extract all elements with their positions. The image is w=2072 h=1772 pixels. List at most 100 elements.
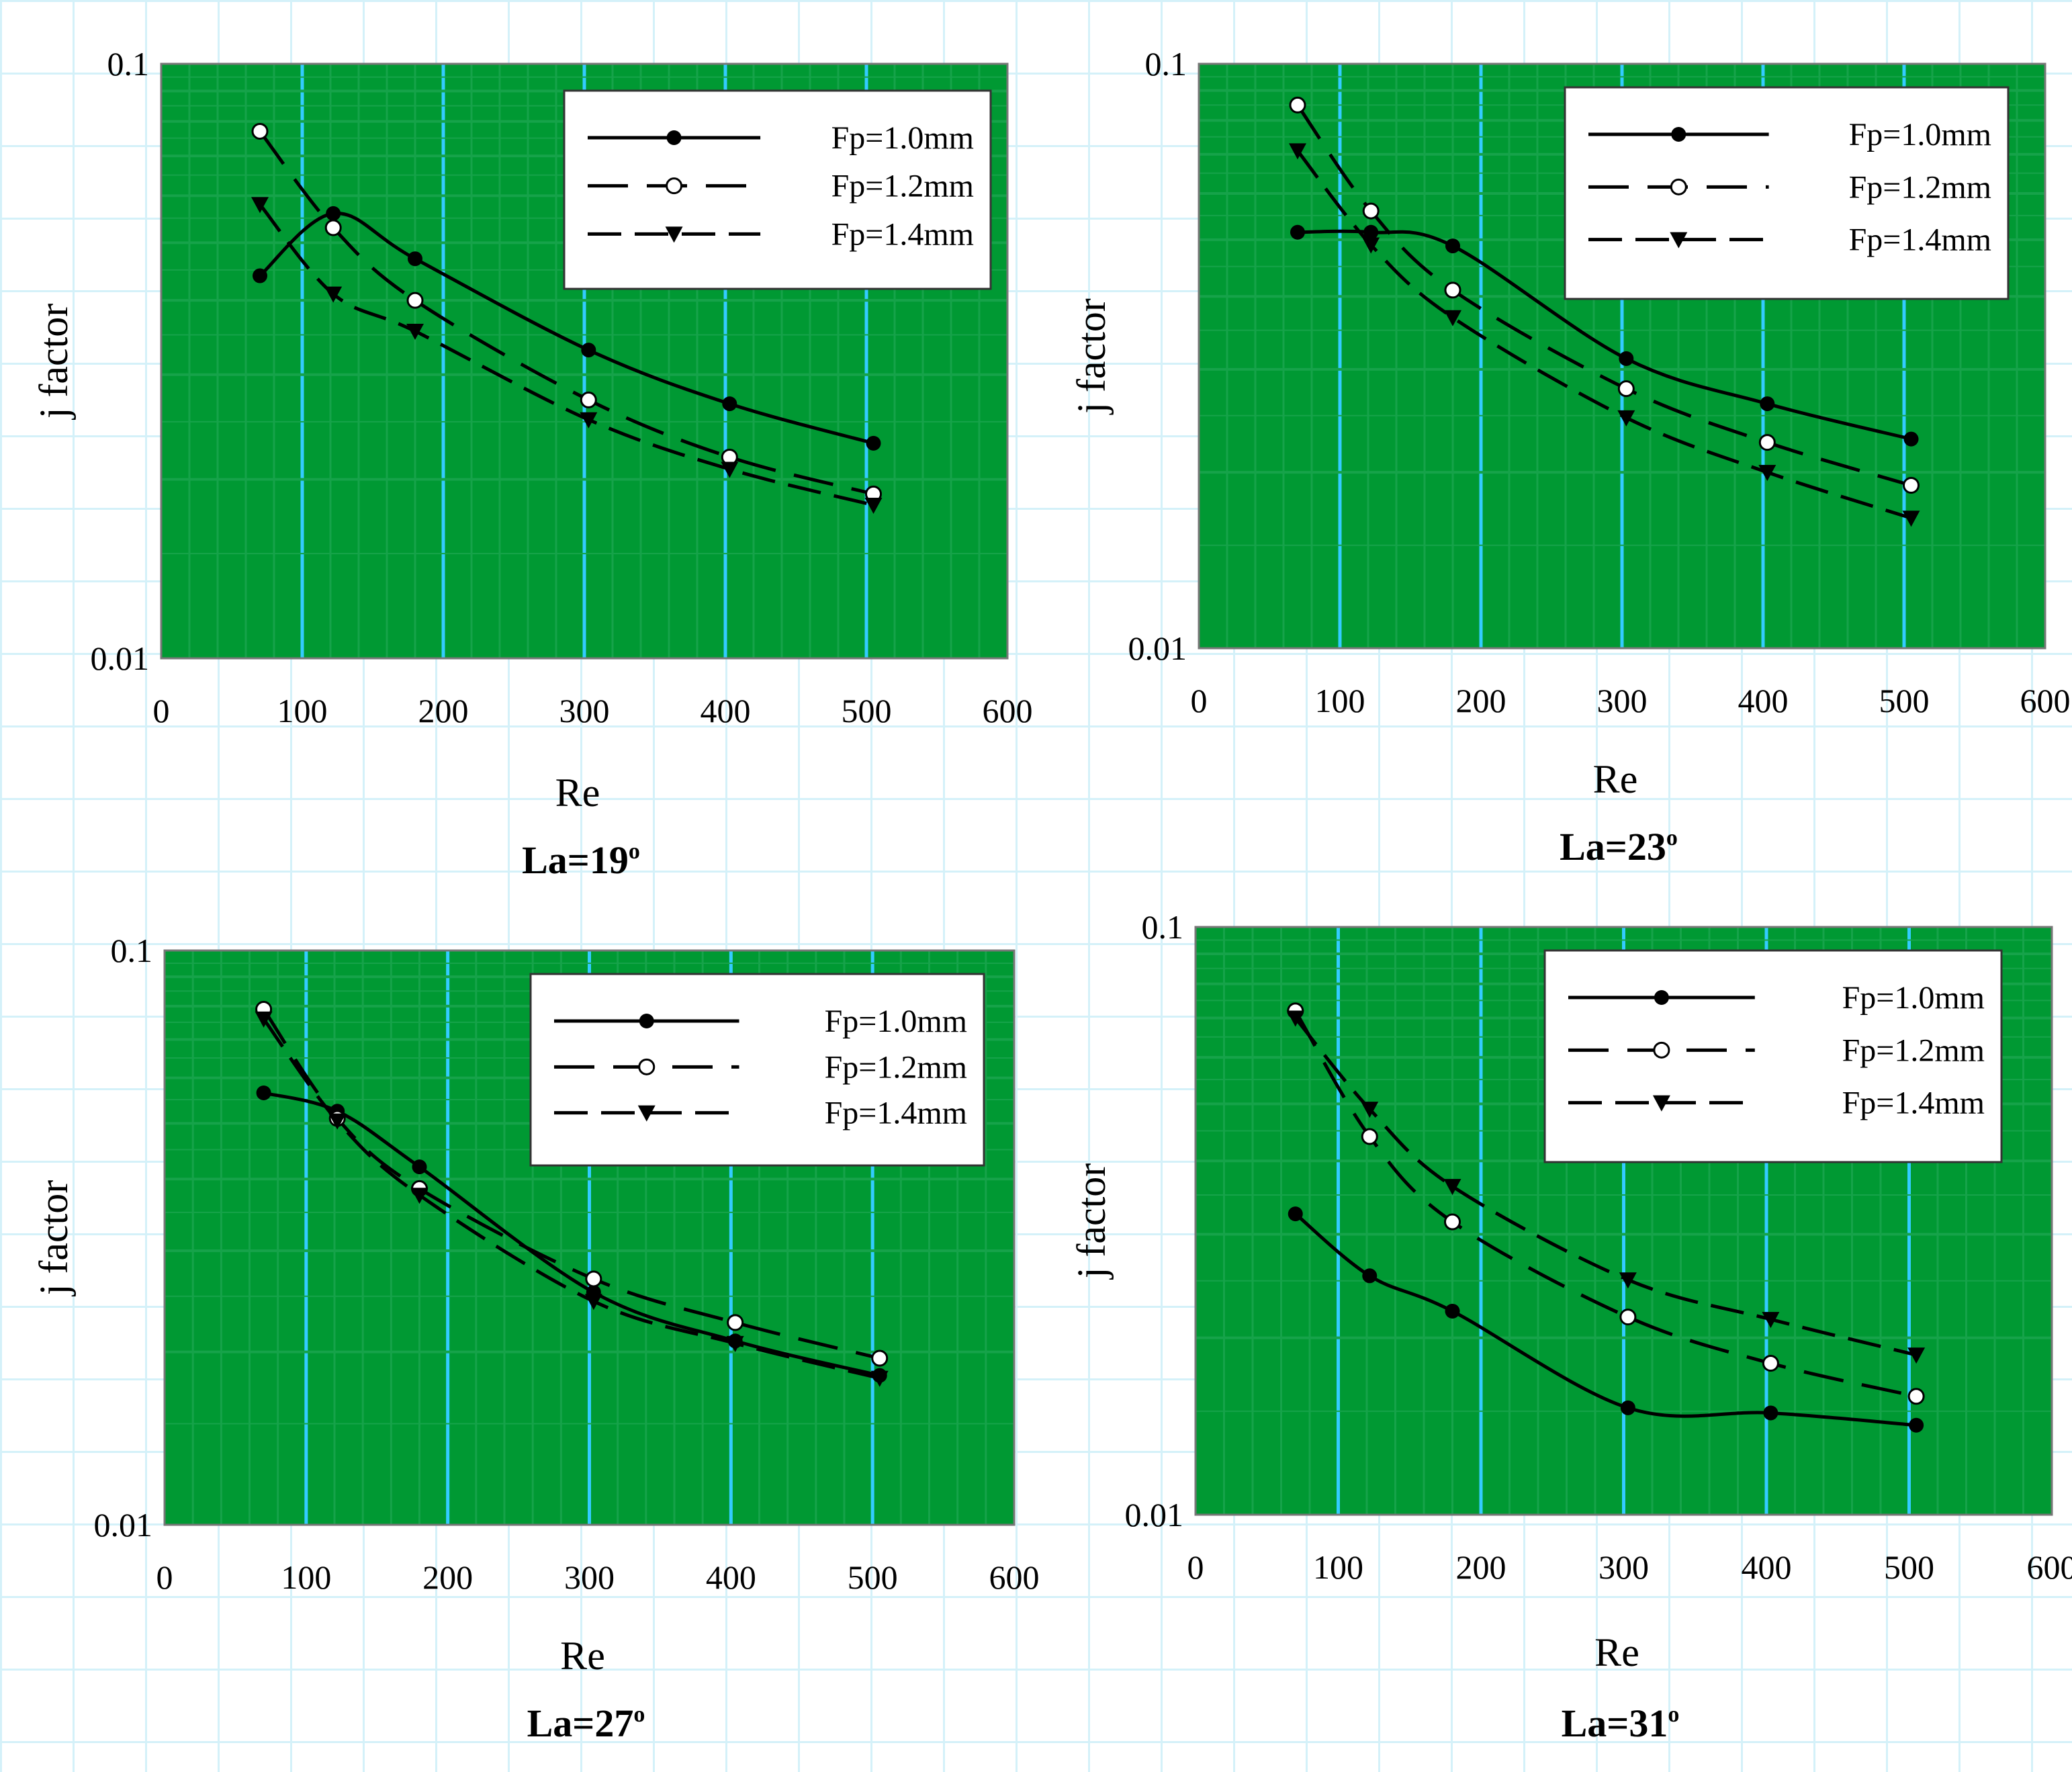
chart-la31: 0 100 200 300 400 500 600 0.01 0.1 Re j factor La=3… [1069, 908, 2072, 1745]
marker-open-circle [638, 1058, 656, 1075]
y-axis-label: j factor [32, 304, 76, 420]
x-tick-label: 600 [2020, 682, 2071, 719]
marker-triangle [406, 324, 424, 341]
marker-open-circle [406, 292, 424, 309]
marker-dot [1909, 1417, 1924, 1433]
marker-open-circle [1653, 1041, 1670, 1059]
x-tick-label: 200 [1456, 1548, 1506, 1586]
y-axis-label: j factor [32, 1180, 76, 1297]
marker-triangle [1907, 1347, 1926, 1364]
series-Fp=1.0mm [1288, 1206, 1924, 1433]
marker-triangle [1758, 465, 1776, 482]
y-axis-label: j factor [1069, 298, 1114, 415]
y-tick-label: 0.1 [107, 45, 150, 83]
marker-dot [666, 130, 682, 145]
panel-title: La=19o [522, 838, 640, 882]
marker-triangle [870, 1370, 889, 1387]
marker-triangle [1670, 232, 1688, 249]
marker-open-circle [1362, 202, 1380, 220]
x-tick-label: 200 [418, 692, 469, 729]
x-tick-label: 100 [1313, 1548, 1363, 1586]
plot-frame [1194, 926, 2053, 1516]
legend-label: Fp=1.4mm [1842, 1086, 1985, 1121]
legend: Fp=1.0mm Fp=1.2mm Fp=1.4mm [1564, 86, 2010, 300]
series-Fp=1.4mm [1289, 143, 1920, 527]
marker-open-circle [1444, 281, 1461, 299]
legend: Fp=1.0mm Fp=1.2mm Fp=1.4mm [1543, 949, 2003, 1163]
marker-triangle [864, 497, 883, 514]
x-tick-label: 400 [1738, 682, 1789, 719]
y-tick-label: 0.1 [111, 932, 153, 969]
marker-dot [1445, 238, 1460, 254]
marker-open-circle [324, 219, 342, 236]
x-axis-label: Re [560, 1634, 605, 1678]
x-tick-label: 400 [706, 1558, 756, 1596]
series-Fp=1.0mm [1290, 224, 1919, 447]
marker-open-circle [1289, 96, 1306, 114]
marker-dot [1671, 127, 1686, 142]
x-tick-label: 0 [153, 692, 170, 729]
marker-dot [639, 1014, 654, 1028]
legend-label: Fp=1.2mm [1842, 1032, 1985, 1068]
series-Fp=1.2mm [1289, 96, 1920, 494]
y-tick-label: 0.01 [1128, 629, 1187, 667]
marker-open-circle [727, 1314, 744, 1331]
x-tick-label: 300 [564, 1558, 615, 1596]
marker-triangle [328, 1113, 347, 1130]
x-tick-label: 200 [422, 1558, 473, 1596]
x-tick-label: 100 [281, 1558, 331, 1596]
legend-label: Fp=1.2mm [825, 1049, 967, 1085]
x-tick-label: 0 [1191, 682, 1208, 719]
marker-dot [256, 1085, 271, 1100]
marker-dot [1620, 1400, 1635, 1415]
panel-title: La=31o [1562, 1701, 1680, 1745]
x-tick-label: 400 [701, 692, 751, 729]
marker-dot [326, 206, 341, 221]
marker-dot [1288, 1206, 1303, 1222]
marker-triangle [1289, 143, 1306, 160]
marker-open-circle [1361, 1128, 1378, 1145]
legend-box [1543, 949, 2003, 1163]
series-Fp=1.4mm [1286, 1010, 1926, 1364]
marker-triangle [1652, 1095, 1670, 1112]
marker-dot [412, 1159, 427, 1175]
legend-label: Fp=1.2mm [831, 169, 974, 204]
marker-open-circle [251, 122, 269, 140]
marker-dot [1362, 1268, 1378, 1284]
marker-dot [1763, 1405, 1778, 1421]
marker-open-circle [580, 391, 597, 408]
marker-dot [408, 251, 422, 267]
marker-triangle [721, 461, 739, 478]
legend-label: Fp=1.4mm [825, 1096, 967, 1131]
marker-dot [1654, 990, 1669, 1005]
marker-triangle [726, 1335, 744, 1352]
x-axis-label: Re [555, 770, 600, 815]
chart-la23: 0 100 200 300 400 500 600 0.01 0.1 Re j factor La=2… [1069, 45, 2071, 869]
legend-label: Fp=1.0mm [831, 120, 974, 156]
y-tick-label: 0.01 [94, 1506, 153, 1544]
x-tick-label: 600 [989, 1558, 1040, 1596]
marker-triangle [1443, 1179, 1461, 1196]
series-line [1294, 1010, 1917, 1399]
series-line [262, 1008, 881, 1360]
marker-triangle [637, 1105, 656, 1122]
marker-open-circle [585, 1270, 602, 1288]
marker-triangle [665, 226, 683, 243]
chart-la19: 0 100 200 300 400 500 600 0.01 0.1 Re j factor La=1… [32, 45, 1033, 882]
y-tick-label: 0.01 [91, 639, 150, 677]
marker-open-circle [1617, 380, 1635, 398]
legend-label: Fp=1.4mm [831, 216, 974, 252]
legend-label: Fp=1.0mm [1842, 980, 1985, 1016]
legend-label: Fp=1.2mm [1849, 169, 1991, 205]
x-tick-label: 500 [842, 692, 892, 729]
legend-label: Fp=1.0mm [1849, 117, 1991, 152]
marker-dot [1363, 224, 1379, 240]
series-Fp=1.4mm [255, 1011, 889, 1387]
legend-box [563, 89, 992, 290]
panel-title: La=23o [1560, 825, 1678, 869]
plot-frame [1198, 62, 2046, 650]
marker-open-circle [1444, 1213, 1461, 1231]
x-tick-label: 400 [1742, 1548, 1792, 1586]
legend-box [529, 973, 985, 1167]
marker-dot [866, 435, 881, 451]
